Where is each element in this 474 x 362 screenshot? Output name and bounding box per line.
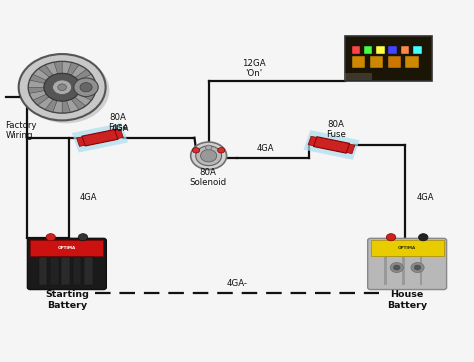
Bar bbox=[370, 56, 383, 68]
Circle shape bbox=[386, 233, 396, 241]
Circle shape bbox=[46, 233, 55, 241]
Bar bbox=[352, 46, 360, 54]
Wedge shape bbox=[33, 87, 62, 105]
FancyBboxPatch shape bbox=[368, 238, 447, 290]
Text: Factory
Wiring: Factory Wiring bbox=[5, 121, 37, 140]
Bar bbox=[352, 56, 365, 68]
Bar bbox=[30, 240, 103, 256]
Wedge shape bbox=[62, 87, 85, 109]
Circle shape bbox=[192, 148, 200, 153]
Circle shape bbox=[196, 146, 221, 166]
Circle shape bbox=[58, 84, 66, 90]
Bar bbox=[39, 257, 47, 285]
Wedge shape bbox=[62, 70, 91, 87]
Circle shape bbox=[22, 57, 109, 123]
FancyBboxPatch shape bbox=[27, 238, 106, 290]
Circle shape bbox=[80, 83, 92, 92]
FancyBboxPatch shape bbox=[346, 73, 372, 80]
Bar bbox=[384, 257, 387, 285]
Polygon shape bbox=[313, 137, 350, 153]
Circle shape bbox=[201, 150, 217, 162]
Circle shape bbox=[411, 262, 424, 273]
Polygon shape bbox=[82, 130, 118, 146]
Polygon shape bbox=[115, 129, 123, 139]
Text: 4GA: 4GA bbox=[417, 193, 434, 202]
Text: 80A
Fuse: 80A Fuse bbox=[326, 120, 346, 139]
Polygon shape bbox=[77, 137, 85, 146]
Text: House
Battery: House Battery bbox=[387, 290, 427, 310]
Circle shape bbox=[53, 80, 72, 94]
Circle shape bbox=[18, 54, 106, 121]
Text: 4GA-: 4GA- bbox=[227, 279, 247, 288]
Wedge shape bbox=[46, 87, 62, 112]
Bar bbox=[419, 257, 422, 285]
Polygon shape bbox=[346, 144, 355, 153]
Wedge shape bbox=[28, 87, 62, 93]
Circle shape bbox=[218, 148, 225, 153]
Polygon shape bbox=[72, 123, 128, 152]
Bar bbox=[376, 46, 385, 54]
Bar bbox=[364, 46, 373, 54]
Text: 4GA: 4GA bbox=[80, 193, 97, 202]
Bar bbox=[389, 46, 397, 54]
Wedge shape bbox=[62, 87, 70, 113]
Text: 12GA
'On': 12GA 'On' bbox=[242, 59, 265, 78]
Wedge shape bbox=[62, 87, 94, 100]
Bar bbox=[401, 257, 404, 285]
Text: 4GA: 4GA bbox=[256, 144, 274, 153]
FancyBboxPatch shape bbox=[345, 36, 432, 81]
Circle shape bbox=[205, 145, 212, 150]
Circle shape bbox=[78, 233, 88, 241]
Circle shape bbox=[44, 73, 81, 101]
Text: OPTIMA: OPTIMA bbox=[398, 247, 416, 251]
Text: 80A
Fuse: 80A Fuse bbox=[108, 113, 128, 132]
Text: Starting
Battery: Starting Battery bbox=[45, 290, 89, 310]
Polygon shape bbox=[303, 130, 360, 160]
Wedge shape bbox=[39, 65, 62, 87]
Bar bbox=[62, 257, 70, 285]
Bar bbox=[405, 56, 419, 68]
Polygon shape bbox=[308, 136, 317, 146]
Bar bbox=[401, 46, 409, 54]
Text: OPTIMA: OPTIMA bbox=[58, 247, 76, 251]
Bar bbox=[413, 46, 421, 54]
Bar bbox=[73, 257, 81, 285]
Circle shape bbox=[414, 265, 421, 270]
Bar bbox=[371, 240, 444, 256]
Bar bbox=[50, 257, 59, 285]
Bar bbox=[388, 56, 401, 68]
Circle shape bbox=[390, 262, 403, 273]
Circle shape bbox=[28, 62, 96, 113]
Wedge shape bbox=[30, 75, 62, 87]
Circle shape bbox=[191, 142, 227, 169]
Wedge shape bbox=[62, 81, 96, 87]
Circle shape bbox=[74, 78, 98, 97]
Circle shape bbox=[419, 233, 428, 241]
Bar bbox=[84, 257, 92, 285]
Circle shape bbox=[393, 265, 400, 270]
Text: 80A
Solenoid: 80A Solenoid bbox=[189, 168, 226, 187]
Wedge shape bbox=[62, 63, 79, 87]
Text: 4GA: 4GA bbox=[112, 125, 129, 134]
Wedge shape bbox=[54, 62, 62, 87]
